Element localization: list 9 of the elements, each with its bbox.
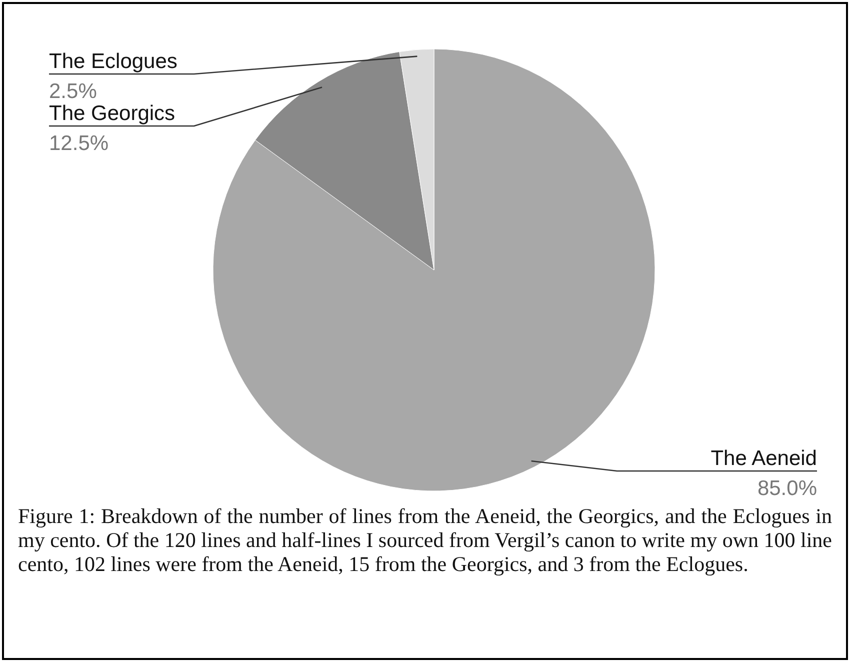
data-label: 2.5% bbox=[49, 80, 97, 103]
slice-label: The Georgics bbox=[49, 102, 176, 125]
slice-label: The Eclogues bbox=[49, 50, 178, 73]
data-label: 12.5% bbox=[49, 132, 109, 155]
data-label: 85.0% bbox=[757, 477, 817, 500]
pie-slice bbox=[254, 51, 434, 270]
caption: Figure 1: Breakdown of the number of lines from the Aeneid, the Georgics, and the Eclogues in my cento. Of the 120 lines and half-lines I sourced from Vergil’s canon to write my own 100 line cento, 102 lines were from the Aeneid, 15 from the Georgics, and 3 from the Eclogues. bbox=[18, 504, 832, 576]
pie-slice bbox=[212, 48, 656, 492]
slice-label: The Aeneid bbox=[710, 447, 817, 470]
